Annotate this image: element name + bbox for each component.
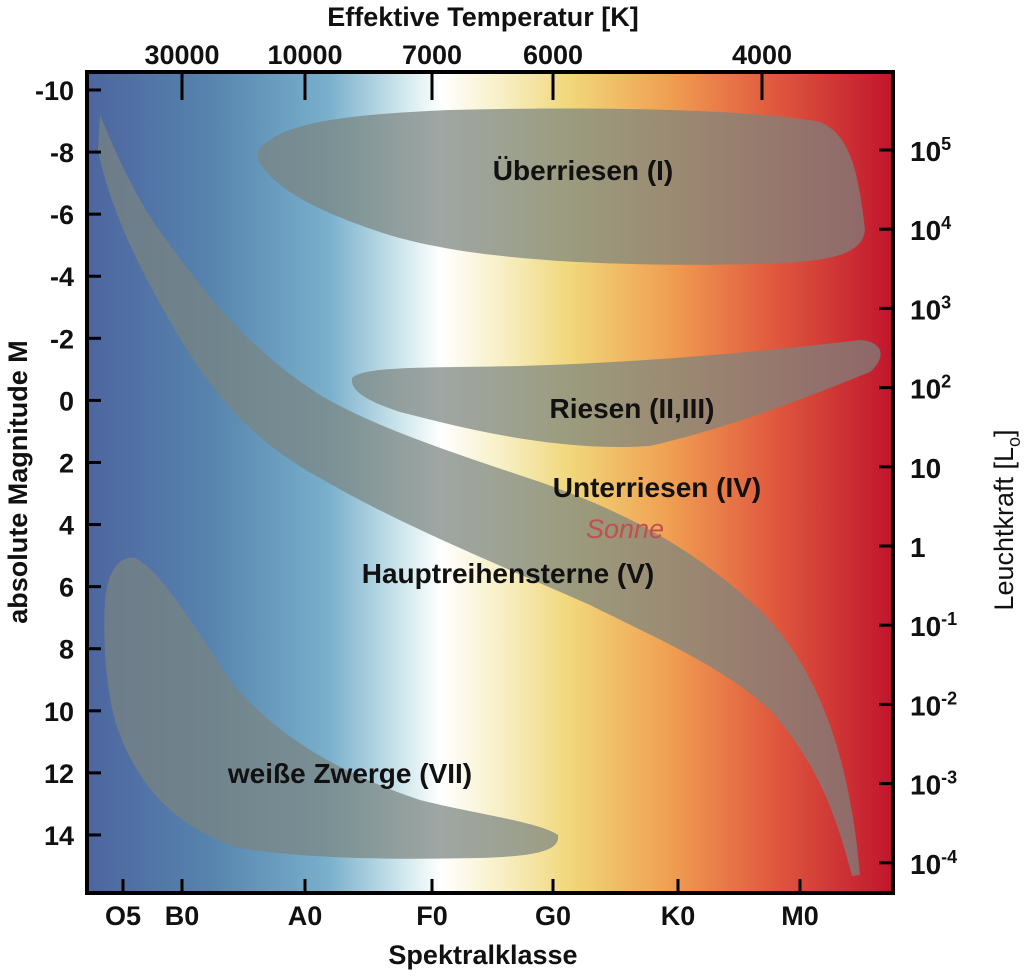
right-tick-label: 10-2	[910, 688, 957, 721]
region-giants	[351, 340, 881, 448]
left-tick-label: -10	[35, 76, 74, 106]
right-tick-label: 102	[910, 372, 951, 405]
left-tick-label: 12	[44, 759, 74, 789]
right-tick-label: 10-4	[910, 847, 957, 880]
tick-base: 10	[910, 849, 941, 880]
tick-base: 10	[910, 770, 941, 801]
left-tick-label: 2	[59, 448, 74, 478]
tick-base: 10	[910, 374, 941, 405]
label-subgiants: Unterriesen (IV)	[553, 472, 762, 503]
tick-exponent: -4	[941, 847, 957, 867]
left-tick-label: 4	[59, 511, 74, 541]
label-white-dwarfs: weiße Zwerge (VII)	[227, 758, 472, 789]
region-white-dwarfs	[104, 557, 559, 859]
tick-base: 10	[910, 136, 941, 167]
tick-base: 1	[910, 532, 926, 563]
right-axis-label-sub: o	[1004, 437, 1024, 447]
tick-exponent: 3	[941, 292, 951, 312]
bottom-tick-label: K0	[661, 901, 696, 931]
tick-exponent: -1	[941, 609, 957, 629]
right-tick-label: 10-1	[910, 609, 957, 642]
bottom-tick-label: M0	[781, 901, 819, 931]
tick-exponent: 4	[941, 213, 951, 233]
left-tick-label: 8	[59, 635, 74, 665]
left-axis-label: absolute Magnitude M	[3, 340, 33, 624]
tick-base: 10	[910, 690, 941, 721]
right-tick-label: 1	[910, 532, 926, 563]
region-main-sequence	[98, 115, 860, 876]
tick-base: 10	[910, 611, 941, 642]
plot-frame	[85, 70, 895, 895]
right-tick-label: 103	[910, 292, 951, 325]
label-sun: Sonne	[586, 514, 664, 544]
right-tick-label: 10-3	[910, 768, 957, 801]
right-axis-label-main: Leuchtkraft [L	[989, 447, 1019, 611]
top-axis-label: Effektive Temperatur [K]	[327, 2, 639, 32]
top-tick-label: 10000	[267, 40, 342, 70]
tick-base: 10	[910, 453, 941, 484]
left-tick-label: -4	[50, 262, 74, 292]
top-tick-label: 7000	[402, 40, 462, 70]
left-tick-label: 0	[59, 386, 74, 416]
tick-exponent: 2	[941, 372, 951, 392]
bottom-tick-label: B0	[165, 901, 200, 931]
region-supergiants	[258, 108, 865, 265]
label-main-sequence: Hauptreihensterne (V)	[362, 558, 655, 589]
left-tick-label: -8	[50, 138, 74, 168]
right-tick-label: 104	[910, 213, 951, 246]
right-axis-label: Leuchtkraft [Lo]	[989, 429, 1024, 610]
right-tick-label: 10	[910, 453, 941, 484]
bottom-tick-label: G0	[535, 901, 571, 931]
tick-base: 10	[910, 215, 941, 246]
right-axis-label-end: ]	[989, 429, 1019, 437]
label-supergiants: Überriesen (I)	[493, 155, 674, 186]
top-tick-label: 30000	[144, 40, 219, 70]
left-tick-label: -6	[50, 200, 74, 230]
tick-exponent: -3	[941, 768, 957, 788]
left-tick-label: -2	[50, 324, 74, 354]
tick-exponent: 5	[941, 134, 951, 154]
tick-base: 10	[910, 294, 941, 325]
bottom-tick-label: O5	[105, 901, 141, 931]
top-tick-label: 6000	[523, 40, 583, 70]
bottom-tick-label: F0	[416, 901, 448, 931]
label-giants: Riesen (II,III)	[550, 393, 715, 424]
right-tick-label: 105	[910, 134, 951, 167]
left-tick-label: 6	[59, 573, 74, 603]
bottom-axis-label: Spektralklasse	[388, 940, 577, 970]
top-tick-label: 4000	[732, 40, 792, 70]
tick-exponent: -2	[941, 688, 957, 708]
bottom-tick-label: A0	[288, 901, 323, 931]
left-tick-label: 14	[44, 821, 74, 851]
left-tick-label: 10	[44, 697, 74, 727]
